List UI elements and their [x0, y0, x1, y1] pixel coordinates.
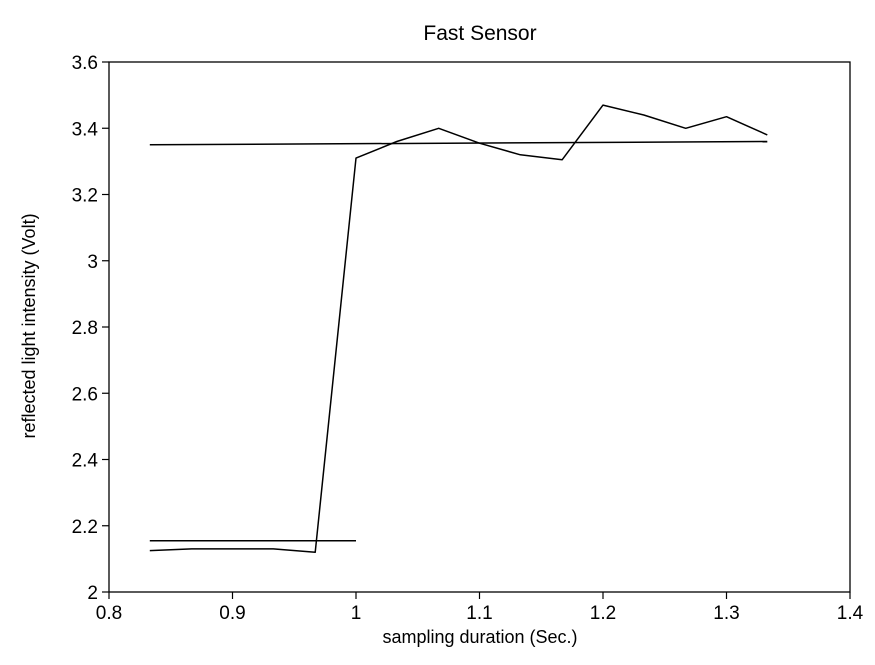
y-tick-label: 3.4: [72, 119, 99, 140]
series-line-1: [149, 104, 768, 554]
y-tick-label: 3: [87, 252, 98, 273]
y-axis-label: reflected light intensity (Volt): [19, 213, 39, 438]
x-tick-label: 0.8: [96, 603, 122, 624]
x-tick-label: 1: [351, 603, 362, 624]
y-tick-label: 2.6: [72, 384, 98, 405]
x-tick-label: 1.2: [590, 603, 616, 624]
x-axis-label: sampling duration (Sec.): [382, 627, 577, 647]
y-tick-label: 2.8: [72, 318, 98, 339]
y-axis: 2 2.2 2.4 2.6 2.8 3 3.2 3.4 3.6: [72, 53, 109, 604]
y-tick-label: 2.4: [72, 451, 99, 472]
x-tick-label: 1.1: [466, 603, 492, 624]
y-tick-label: 2: [87, 583, 98, 604]
x-tick-label: 1.4: [837, 603, 864, 624]
x-tick-label: 0.9: [219, 603, 245, 624]
y-tick-label: 3.6: [72, 53, 98, 74]
series-layer: [149, 104, 768, 554]
chart-title: Fast Sensor: [423, 22, 536, 45]
x-tick-label: 1.3: [713, 603, 739, 624]
y-tick-label: 2.2: [72, 517, 98, 538]
x-axis: 0.8 0.9 1 1.1 1.2 1.3 1.4: [96, 592, 864, 624]
series-line-3: [149, 140, 768, 146]
y-tick-label: 3.2: [72, 186, 98, 207]
